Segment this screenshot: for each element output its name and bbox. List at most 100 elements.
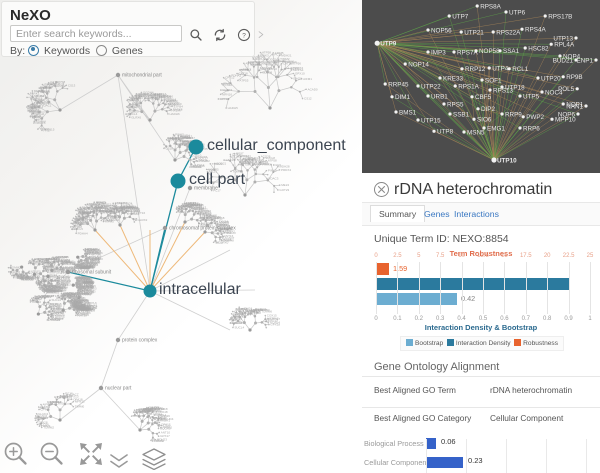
svg-text:PARK6: PARK6 [262,162,272,166]
svg-text:nuclear part: nuclear part [105,386,132,392]
svg-text:VDAC2: VDAC2 [50,318,60,322]
svg-text:GOT23: GOT23 [279,188,289,192]
svg-text:GLRX3: GLRX3 [222,88,232,92]
svg-text:PDHA4: PDHA4 [78,231,88,235]
svg-text:GLUD4: GLUD4 [38,412,48,416]
svg-text:CAT18: CAT18 [239,72,248,76]
svg-text:VDAC3: VDAC3 [268,177,278,181]
svg-text:RRP12: RRP12 [465,66,486,73]
svg-text:NOP58: NOP58 [479,48,500,55]
svg-text:CS10: CS10 [215,240,223,244]
svg-text:AIFM1: AIFM1 [303,77,312,81]
svg-text:UTP13: UTP13 [553,35,573,42]
svg-text:UTP9: UTP9 [380,41,397,48]
svg-text:DIP2: DIP2 [481,106,495,113]
svg-text:BUD21: BUD21 [553,57,574,64]
svg-text:NOC4: NOC4 [545,89,563,96]
svg-text:PINK0: PINK0 [268,169,277,173]
svg-text:OGDH0: OGDH0 [75,216,86,220]
svg-text:mitochondrial part: mitochondrial part [122,73,162,79]
svg-text:UTP8: UTP8 [437,129,454,136]
svg-text:MRPS8: MRPS8 [55,80,66,84]
svg-text:OPA13: OPA13 [133,96,143,100]
svg-text:CPT10: CPT10 [220,97,230,101]
svg-text:EMG1: EMG1 [487,125,505,132]
svg-text:HSC82: HSC82 [528,45,549,52]
svg-text:COX11: COX11 [290,66,300,70]
svg-text:ANT15: ANT15 [253,63,263,67]
svg-text:CAT13: CAT13 [283,62,292,66]
svg-text:RP9B: RP9B [566,74,582,81]
svg-text:UTP7: UTP7 [452,13,469,20]
svg-text:HADH6: HADH6 [169,112,180,116]
svg-text:TXN28: TXN28 [38,420,48,424]
svg-text:UTP4: UTP4 [492,65,509,72]
svg-text:MFN16: MFN16 [222,92,232,96]
svg-text:ANT16: ANT16 [77,313,87,317]
svg-text:UTP15: UTP15 [421,117,441,124]
svg-text:ME24: ME24 [281,183,289,187]
svg-text:GLUD4: GLUD4 [28,105,38,109]
svg-text:SSB1: SSB1 [453,111,470,118]
svg-text:chromosomal protein complex: chromosomal protein complex [169,226,236,232]
svg-text:UTP18: UTP18 [505,84,525,91]
svg-text:MSN5: MSN5 [467,129,485,136]
svg-text:URB1: URB1 [431,93,448,100]
svg-text:CS13: CS13 [226,158,234,162]
svg-text:MFN14: MFN14 [52,400,62,404]
svg-text:ENP1: ENP1 [577,57,594,64]
svg-text:NOP14: NOP14 [408,61,429,68]
svg-text:ATP58: ATP58 [262,51,271,55]
svg-text:GLUD8: GLUD8 [262,71,272,75]
svg-text:KRE33: KRE33 [443,75,463,82]
svg-text:MRPL7: MRPL7 [270,60,280,64]
svg-text:NOP56: NOP56 [431,27,452,34]
svg-text:GLRX0: GLRX0 [10,270,20,274]
svg-text:GLRX2: GLRX2 [137,218,147,222]
svg-text:SOD23: SOD23 [129,109,139,113]
svg-text:BMS1: BMS1 [399,109,417,116]
svg-text:RRP9: RRP9 [505,111,522,118]
svg-text:protein complex: protein complex [122,338,158,344]
svg-text:PWP2: PWP2 [526,114,544,121]
svg-text:RPS8A: RPS8A [480,3,501,10]
svg-text:?: ? [242,32,246,39]
svg-text:RCL1: RCL1 [512,66,529,73]
svg-text:SSA1: SSA1 [503,48,520,55]
svg-text:RPL4A: RPL4A [554,42,575,49]
svg-text:GPX18: GPX18 [270,323,280,327]
svg-text:ACAD7: ACAD7 [38,99,48,103]
svg-text:SUCL4: SUCL4 [234,325,244,329]
svg-text:MDH27: MDH27 [128,105,139,109]
svg-text:RPS1A: RPS1A [458,83,479,90]
svg-text:SUCL8: SUCL8 [251,156,261,160]
svg-text:IDH20: IDH20 [293,76,302,80]
svg-text:ACO25: ACO25 [133,414,143,418]
svg-text:UTP21: UTP21 [464,29,484,36]
svg-text:NDUF4: NDUF4 [262,66,272,70]
svg-text:CBF5: CBF5 [475,94,492,101]
svg-text:PRDX4: PRDX4 [281,168,291,172]
svg-text:UTP6: UTP6 [509,9,526,16]
svg-text:OPA12: OPA12 [161,423,171,427]
svg-text:CS13: CS13 [68,83,76,87]
svg-text:UQCR1: UQCR1 [76,220,87,224]
svg-text:PARK3: PARK3 [192,165,202,169]
svg-text:CS17: CS17 [39,94,47,98]
svg-text:RPS4A: RPS4A [525,27,546,34]
svg-text:RRP6: RRP6 [523,125,540,132]
svg-text:OPA18: OPA18 [103,218,113,222]
svg-text:RPS22A: RPS22A [496,29,521,36]
svg-text:ribosomal subunit: ribosomal subunit [72,270,112,276]
svg-text:IMP3: IMP3 [431,49,446,56]
svg-text:SIO6: SIO6 [477,117,492,124]
svg-text:MFN17: MFN17 [232,317,242,321]
svg-text:MFN12: MFN12 [75,400,85,404]
svg-text:TOMM3: TOMM3 [10,266,21,270]
svg-text:GLRX8: GLRX8 [110,214,120,218]
svg-text:ATP56: ATP56 [292,62,301,66]
svg-text:UTP20: UTP20 [541,75,561,82]
svg-text:PDHA4: PDHA4 [36,119,46,123]
svg-text:NAN1: NAN1 [566,103,583,110]
svg-text:HADH5: HADH5 [228,106,239,110]
